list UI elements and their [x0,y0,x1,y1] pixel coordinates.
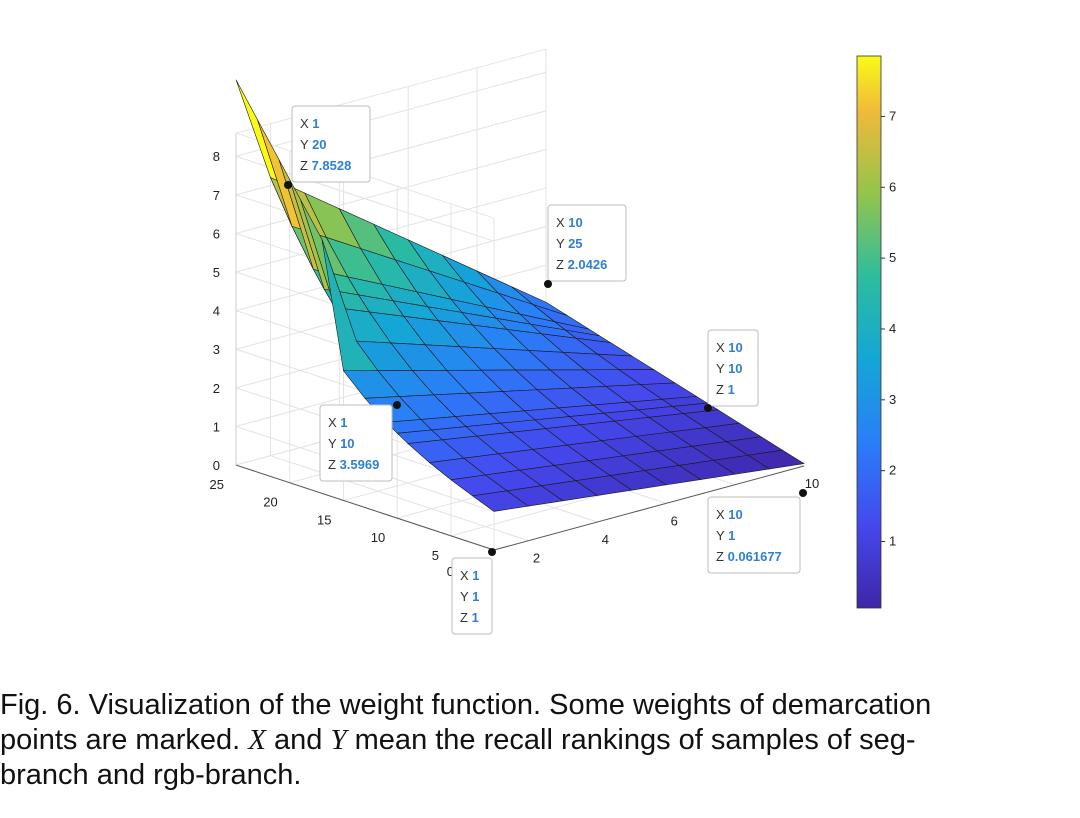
x-tick-label: 2 [533,551,540,566]
datatip-box [707,329,759,407]
datatip-row: X 1 [460,568,480,583]
datatip-row: X 1 [300,116,320,131]
axis-tick-labels: 0123456785101520250246810 [210,149,820,579]
datatip-row: Z 0.061677 [716,549,782,564]
datatip: X 10 Y 1 Z 0.061677 [707,489,807,574]
colorbar: 1 2 3 4 5 6 7 [856,55,896,609]
colorbar-tick-label: 3 [889,392,896,407]
caption-line-2: points are marked. X and Y mean the reca… [0,724,916,756]
y-tick-label: 15 [317,512,331,527]
z-tick-label: 7 [213,188,220,203]
colorbar-tick-label: 4 [889,321,896,336]
colorbar-tick-label: 6 [889,179,896,194]
surface-patch [747,449,805,470]
colorbar-gradient [856,55,882,609]
datatip: X 10 Y 25 Z 2.0426 [544,204,627,288]
caption-line-3: branch and rgb-branch. [0,759,302,791]
datatip-row: X 10 [556,215,583,230]
datatip-marker [284,181,292,189]
datatip-marker [393,401,401,409]
z-tick-label: 2 [213,381,220,396]
y-axis-line [235,464,495,551]
datatip-row: Y 10 [328,436,355,451]
z-tick-label: 1 [213,419,220,434]
colorbar-tick-label: 2 [889,463,896,478]
colorbar-tick-label: 7 [889,108,896,123]
datatip-row: Y 25 [556,236,583,251]
datatip: X 10 Y 10 Z 1 [704,329,759,412]
caption-line-1: Fig. 6. Visualization of the weight func… [0,689,932,721]
z-tick-label: 3 [213,342,220,357]
datatip-row: X 10 [716,507,743,522]
top-edge [235,48,547,134]
datatip-row: Z 1 [716,382,735,397]
y-tick-label: 0 [447,564,454,579]
datatip-row: Z 1 [460,610,479,625]
figure-caption: Fig. 6. Visualization of the weight func… [0,688,1076,793]
x-tick-label: 4 [602,532,609,547]
datatip-marker [488,548,496,556]
weight-surface [235,79,805,512]
datatip-row: Z 2.0426 [556,257,607,272]
datatip-row: Y 1 [716,528,735,543]
datatip-box [707,496,801,574]
y-tick-label: 10 [371,530,385,545]
datatip-marker [704,404,712,412]
datatip-box [547,204,627,282]
grid-line [270,455,529,542]
z-tick-label: 4 [213,304,220,319]
datatip-row: Y 20 [300,137,327,152]
datatip: X 1 Y 1 Z 1 [451,548,496,635]
datatip-marker [799,489,807,497]
datatip-row: Y 10 [716,361,743,376]
datatip: X 1 Y 10 Z 3.5969 [319,401,401,482]
y-tick-label: 5 [432,548,439,563]
x-tick-label: 10 [805,476,819,491]
datatip-row: Y 1 [460,589,479,604]
datatip-row: Z 7.8528 [300,158,351,173]
grid-line [235,71,547,157]
datatip-box [291,105,371,183]
datatip: X 1 Y 20 Z 7.8528 [284,105,371,189]
grid-line [235,148,547,234]
datatip-box [451,557,493,635]
datatip-row: Z 3.5969 [328,457,379,472]
z-tick-label: 6 [213,226,220,241]
y-tick-label: 20 [263,495,277,510]
z-tick-label: 0 [213,458,220,473]
datatip-marker [544,280,552,288]
z-tick-label: 5 [213,265,220,280]
datatip-row: X 1 [328,415,348,430]
colorbar-tick-label: 1 [889,534,896,549]
grid-line [235,187,547,273]
z-tick-label: 8 [213,149,220,164]
datatip-row: X 10 [716,340,743,355]
x-axis-line [493,465,805,551]
y-tick-label: 25 [210,477,224,492]
x-tick-label: 6 [671,513,678,528]
datatip-box [319,404,393,482]
colorbar-tick-label: 5 [889,250,896,265]
